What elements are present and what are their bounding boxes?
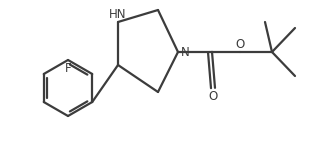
Text: HN: HN: [109, 9, 127, 21]
Text: O: O: [208, 90, 218, 104]
Text: F: F: [65, 62, 71, 76]
Text: N: N: [181, 45, 190, 59]
Text: O: O: [235, 38, 245, 50]
